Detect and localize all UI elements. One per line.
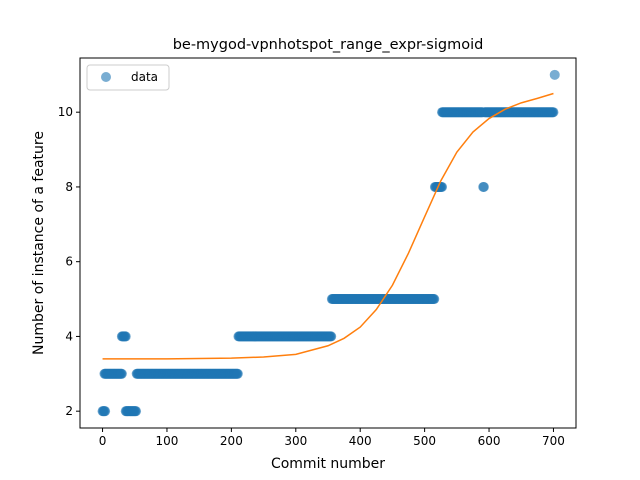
chart-title: be-mygod-vpnhotspot_range_expr-sigmoid (173, 37, 484, 53)
x-tick-label: 500 (413, 434, 436, 448)
legend: data (86, 64, 170, 91)
x-tick-label: 100 (156, 434, 179, 448)
axes-frame (79, 57, 577, 429)
x-axis-label: Commit number (271, 456, 385, 472)
x-tick-label: 400 (349, 434, 372, 448)
data-point (232, 368, 243, 379)
x-tick-label: 200 (220, 434, 243, 448)
data-point (478, 181, 489, 192)
y-tick-label: 2 (65, 404, 73, 418)
legend-marker (101, 72, 111, 82)
data-point (429, 294, 440, 305)
data-point (116, 368, 127, 379)
data-point (100, 406, 111, 417)
y-tick-label: 8 (65, 180, 73, 194)
data-point (326, 331, 337, 342)
data-series (97, 69, 560, 417)
sigmoid-fit-line (102, 92, 554, 360)
plot-area (97, 69, 560, 417)
y-axis-label: Number of instance of a feature (31, 131, 47, 355)
data-point (131, 406, 142, 417)
y-tick-label: 4 (65, 329, 73, 343)
data-point (549, 69, 560, 80)
y-axis: 2 4 6 8 10 (58, 105, 80, 418)
y-tick-label: 6 (65, 255, 73, 269)
x-tick-label: 700 (542, 434, 565, 448)
x-tick-label: 300 (284, 434, 307, 448)
data-point (120, 331, 131, 342)
data-point (548, 107, 559, 118)
x-axis: 0 100 200 300 400 500 600 700 (99, 428, 565, 448)
y-tick-label: 10 (58, 105, 73, 119)
x-tick-label: 0 (99, 434, 107, 448)
legend-box (86, 64, 170, 91)
x-tick-label: 600 (478, 434, 501, 448)
legend-label: data (131, 70, 158, 84)
